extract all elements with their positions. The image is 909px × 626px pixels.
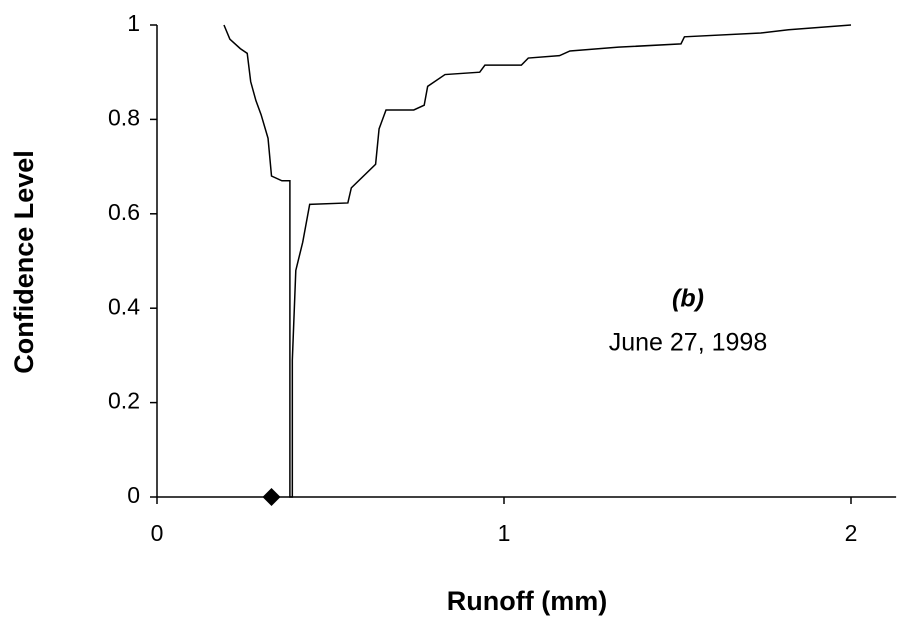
y-tick-label: 0.8 (108, 104, 140, 130)
data-line (223, 24, 852, 498)
y-axis-title: Confidence Level (9, 150, 39, 374)
data-point (262, 488, 281, 506)
x-tick-label: 1 (498, 520, 511, 546)
x-axis-title: Runoff (mm) (447, 586, 607, 616)
x-tick-label: 0 (151, 520, 164, 546)
annotation: (b) (672, 285, 704, 313)
y-tick-label: 0.6 (108, 199, 140, 225)
annotation: June 27, 1998 (609, 329, 767, 357)
y-tick-label: 1 (127, 10, 140, 36)
x-tick-label: 2 (845, 520, 858, 546)
y-tick-label: 0.4 (108, 293, 140, 319)
y-tick-label: 0.2 (108, 388, 140, 414)
y-tick-label: 0 (127, 482, 140, 508)
